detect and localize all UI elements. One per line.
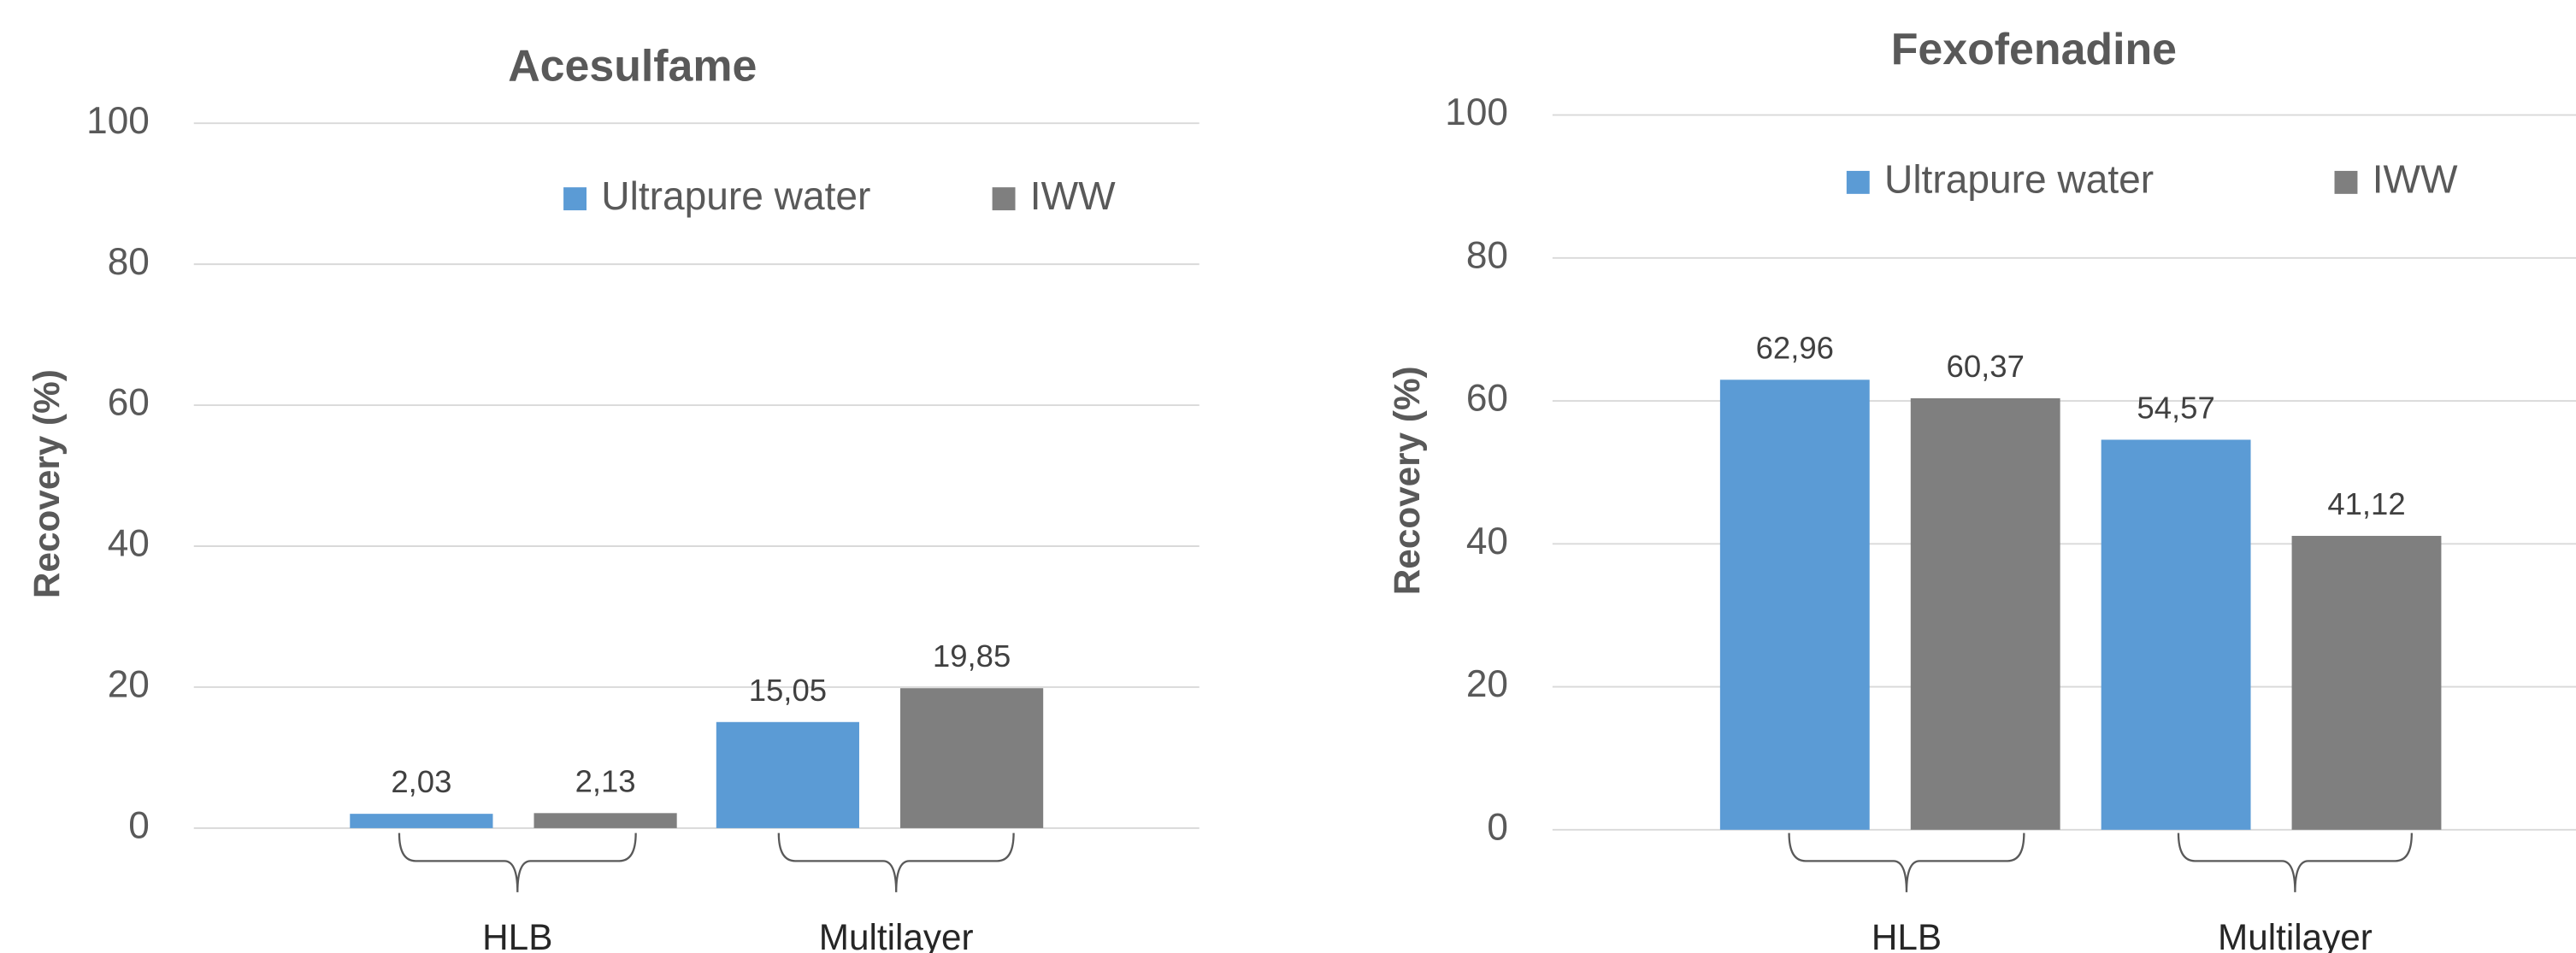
legend-label: IWW xyxy=(2373,157,2458,202)
legend-swatch xyxy=(2334,170,2358,194)
legend-swatch xyxy=(992,187,1016,211)
bar xyxy=(533,813,677,828)
legend-swatch xyxy=(563,187,587,211)
bar xyxy=(2101,439,2251,830)
value-label: 41,12 xyxy=(2327,486,2405,521)
bar xyxy=(716,721,859,828)
value-label: 62,96 xyxy=(1756,330,1834,365)
y-tick-label: 20 xyxy=(108,664,150,706)
y-tick-label: 80 xyxy=(108,241,150,283)
y-tick-label: 60 xyxy=(108,382,150,424)
bar xyxy=(350,814,493,828)
y-tick-label: 60 xyxy=(1466,378,1508,420)
x-tick-label: HLB xyxy=(1872,917,1942,953)
y-tick-label: 40 xyxy=(1466,521,1508,562)
legend-label: IWW xyxy=(1030,174,1116,218)
y-tick-label: 0 xyxy=(128,805,150,847)
value-label: 54,57 xyxy=(2137,391,2214,426)
bar xyxy=(1910,397,2060,830)
chart-title: Fexofenadine xyxy=(1891,24,2177,74)
category-bracket xyxy=(398,832,637,892)
bar xyxy=(1719,379,1870,830)
value-label: 2,13 xyxy=(575,763,636,798)
x-tick-label: Multilayer xyxy=(819,917,974,953)
legend-label: Ultrapure water xyxy=(601,174,870,218)
y-tick-label: 0 xyxy=(1487,806,1508,848)
category-bracket xyxy=(1788,832,2025,892)
x-tick-label: Multilayer xyxy=(2218,917,2373,953)
x-tick-label: HLB xyxy=(482,917,552,953)
y-tick-label: 100 xyxy=(1445,91,1508,133)
bar xyxy=(2291,535,2442,830)
category-bracket xyxy=(777,832,1015,892)
bar xyxy=(900,688,1044,828)
y-axis-title: Recovery (%) xyxy=(1387,366,1427,595)
value-label: 60,37 xyxy=(1947,349,2025,384)
y-axis-title: Recovery (%) xyxy=(27,369,67,598)
legend-label: Ultrapure water xyxy=(1884,157,2154,202)
category-bracket xyxy=(2177,832,2413,892)
y-tick-label: 40 xyxy=(108,523,150,565)
chart-title: Acesulfame xyxy=(508,40,757,90)
value-label: 2,03 xyxy=(391,764,451,799)
value-label: 19,85 xyxy=(933,638,1011,674)
y-tick-label: 100 xyxy=(86,100,150,142)
value-label: 15,05 xyxy=(749,673,827,708)
legend-swatch xyxy=(1846,170,1870,194)
y-tick-label: 80 xyxy=(1466,234,1508,276)
y-tick-label: 20 xyxy=(1466,663,1508,705)
